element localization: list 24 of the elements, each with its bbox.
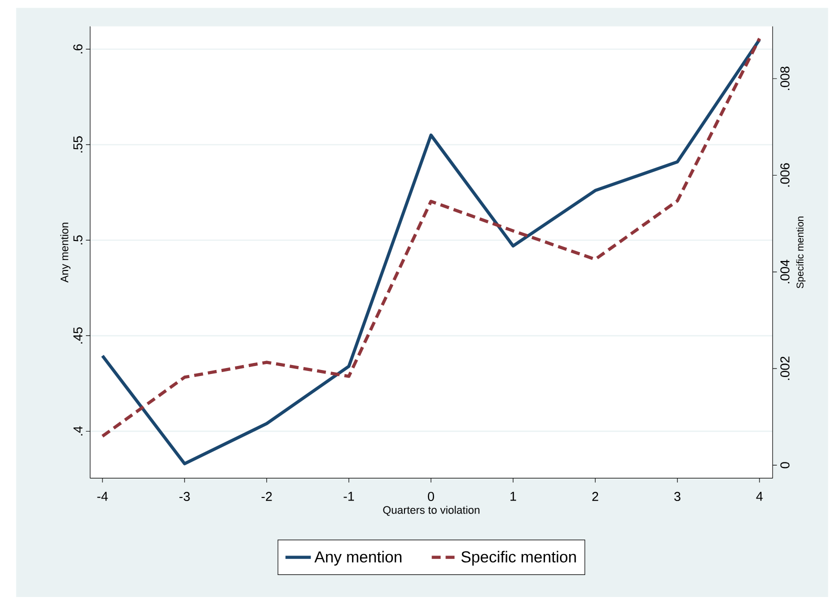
x-tick-label: 3 [674, 492, 680, 502]
y2-tick-label: .008 [780, 66, 790, 90]
y2-tick-label: .002 [780, 356, 790, 380]
y2-tick-label: 0 [780, 462, 790, 468]
legend-label: Any mention [314, 550, 402, 566]
x-tick-label: 2 [592, 492, 598, 501]
y-tick-label: .4 [74, 426, 82, 436]
y-tick-label: .55 [73, 136, 82, 152]
y-tick-label: .6 [73, 44, 82, 54]
legend-label: Specific mention [461, 550, 576, 566]
x-tick-label: -3 [179, 492, 190, 502]
y2-tick-label: .004 [780, 260, 790, 284]
x-tick-label: 1 [510, 492, 516, 501]
x-tick-label: -2 [262, 492, 272, 501]
y2-axis-title: Specific mention [796, 216, 806, 288]
y-tick-label: .5 [73, 235, 82, 244]
x-tick-label: 0 [428, 492, 434, 502]
y2-tick-label: .006 [780, 163, 790, 187]
x-tick-label: 4 [756, 492, 763, 501]
x-tick-label: -1 [344, 492, 354, 501]
y-axis-title: Any mention [60, 222, 70, 283]
y-tick-label: .45 [73, 327, 82, 344]
x-axis-title: Quarters to violation [383, 506, 480, 516]
x-tick-label: -4 [97, 492, 108, 501]
